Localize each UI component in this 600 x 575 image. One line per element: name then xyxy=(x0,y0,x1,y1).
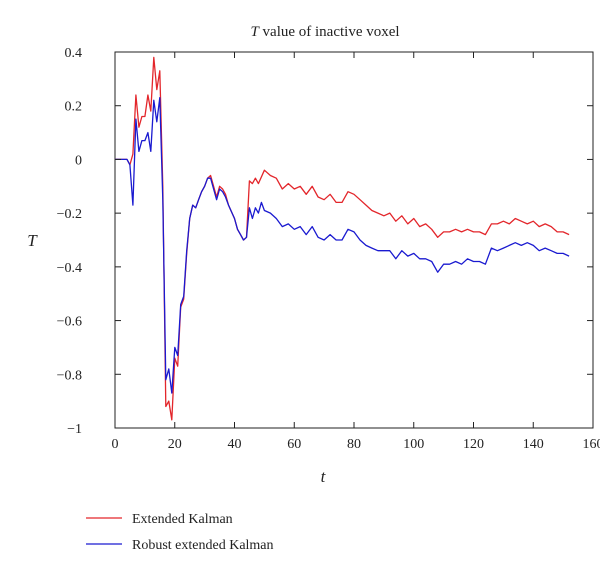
y-tick-label: 0.4 xyxy=(65,46,83,61)
ticks-layer: 0 20 40 60 80 100 120 140 160 −1 −0.8 −0.6 −0.4 −0.2 0… xyxy=(57,46,600,452)
y-axis-label: T xyxy=(27,231,38,250)
legend: Extended Kalman Robust extended Kalman xyxy=(86,512,274,553)
x-axis-label: t xyxy=(321,467,327,486)
x-tick-label: 60 xyxy=(287,437,301,452)
legend-label-1: Extended Kalman xyxy=(132,512,233,527)
x-tick-label: 160 xyxy=(583,437,600,452)
chart-title-text: value of inactive voxel xyxy=(263,24,400,40)
x-tick-label: 100 xyxy=(403,437,424,452)
x-tick-label: 120 xyxy=(463,437,484,452)
y-tick-label: −0.6 xyxy=(57,315,82,330)
plot-frame xyxy=(115,52,593,428)
series-line-2 xyxy=(115,98,569,393)
y-tick-label: −0.2 xyxy=(57,207,82,222)
chart-title: T value of inactive voxel xyxy=(250,24,399,40)
y-tick-label: −1 xyxy=(67,422,82,437)
y-tick-label: −0.4 xyxy=(57,261,82,276)
x-tick-label: 140 xyxy=(523,437,544,452)
x-tick-label: 0 xyxy=(112,437,119,452)
y-tick-label: 0.2 xyxy=(65,100,83,115)
x-tick-label: 40 xyxy=(228,437,242,452)
y-tick-label: −0.8 xyxy=(57,368,82,383)
y-tick-label: 0 xyxy=(75,153,82,168)
legend-label-2: Robust extended Kalman xyxy=(132,538,274,553)
series-layer xyxy=(115,57,569,420)
x-tick-label: 80 xyxy=(347,437,361,452)
chart-title-symbol: T xyxy=(250,24,260,40)
x-tick-label: 20 xyxy=(168,437,182,452)
plot-area: 0 20 40 60 80 100 120 140 160 −1 −0.8 −0.6 −0.4 −0.2 0… xyxy=(57,46,600,452)
